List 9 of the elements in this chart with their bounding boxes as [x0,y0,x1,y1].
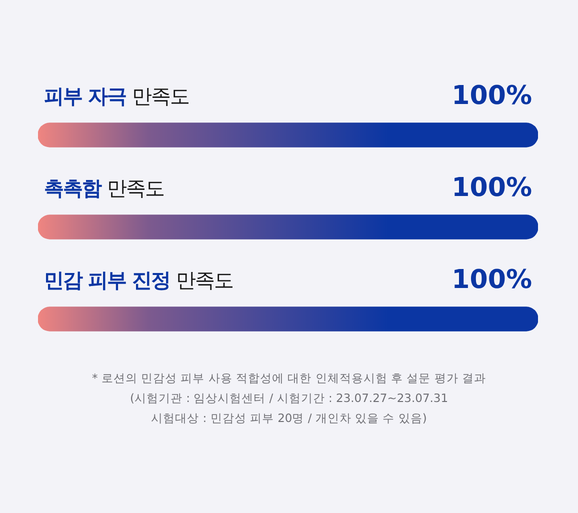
text: (시험기관 : 임상시험센터 / 시험기간 : 23.07.27~23.07.31 [130,391,448,405]
y-tick-label: 피부 자극 만족도 [44,84,189,108]
data-label: 100% [452,265,532,295]
data-label: 100% [452,173,532,203]
text: 시험대상 : 민감성 피부 20명 / 개인차 있을 수 있음) [151,411,427,425]
y-tick-label: 민감 피부 진정 만족도 [44,268,233,292]
data-label: 100% [452,81,532,111]
y-tick-label: 촉촉함 만족도 [44,176,164,200]
text: * 로션의 민감성 피부 사용 적합성에 대한 인체적용시험 후 설문 평가 결과 [92,371,486,385]
